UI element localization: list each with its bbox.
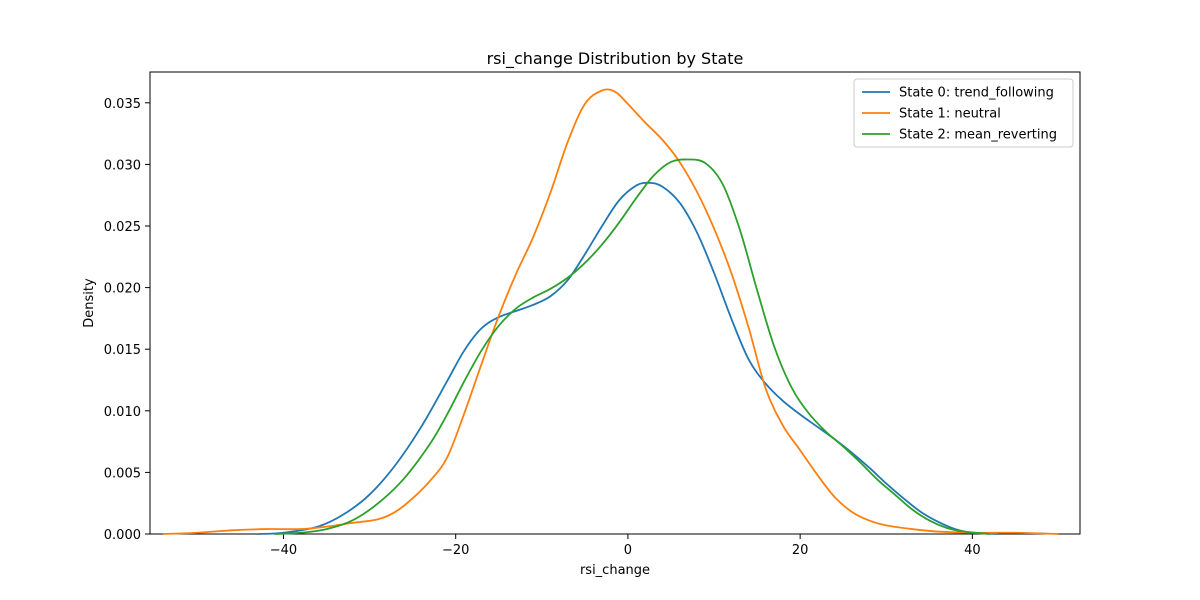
legend-label: State 2: mean_reverting bbox=[899, 128, 1057, 143]
y-tick-label: 0.010 bbox=[104, 405, 141, 420]
x-axis: −40 −20 0 20 40 bbox=[270, 534, 981, 558]
y-tick-label: 0.015 bbox=[104, 343, 141, 358]
y-axis-label: Density bbox=[82, 278, 97, 328]
x-tick-label: 20 bbox=[792, 543, 809, 558]
x-tick-label: −40 bbox=[270, 543, 297, 558]
y-axis: 0.000 0.005 0.010 0.015 0.020 0.025 0.030 0.035 bbox=[104, 97, 150, 543]
legend-label: State 0: trend_following bbox=[899, 86, 1054, 101]
x-tick-label: 40 bbox=[964, 543, 981, 558]
series-line-state-1 bbox=[162, 88, 1059, 535]
chart-title: rsi_change Distribution by State bbox=[487, 49, 744, 69]
y-tick-label: 0.030 bbox=[104, 158, 141, 173]
y-tick-label: 0.020 bbox=[104, 282, 141, 297]
legend-label: State 1: neutral bbox=[899, 107, 1001, 122]
x-tick-label: 0 bbox=[624, 543, 632, 558]
y-tick-label: 0.005 bbox=[104, 466, 141, 481]
plot-area-frame bbox=[149, 71, 1081, 535]
legend-box bbox=[853, 78, 1074, 148]
legend: State 0: trend_following State 1: neutral… bbox=[853, 78, 1074, 148]
x-axis-label: rsi_change bbox=[580, 563, 650, 578]
series-line-state-0 bbox=[257, 181, 999, 535]
y-tick-label: 0.025 bbox=[104, 220, 141, 235]
series-line-state-2 bbox=[274, 158, 990, 535]
y-tick-label: 0.000 bbox=[104, 528, 141, 543]
series-lines bbox=[162, 88, 1059, 535]
y-tick-label: 0.035 bbox=[104, 97, 141, 112]
x-tick-label: −20 bbox=[442, 543, 469, 558]
